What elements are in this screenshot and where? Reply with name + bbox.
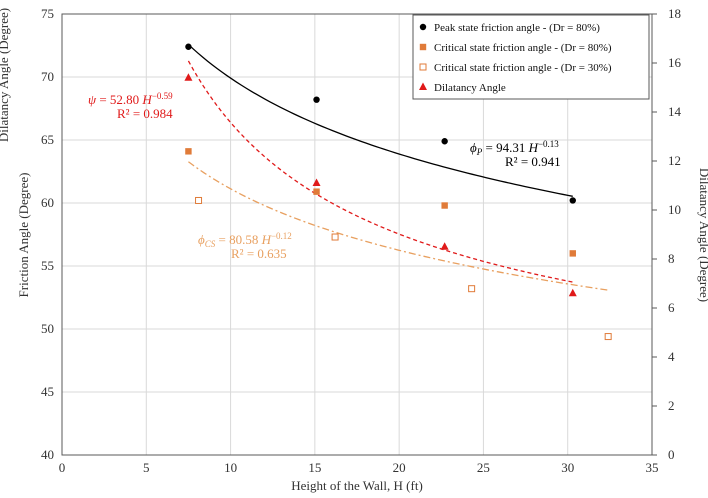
data-point <box>569 197 576 204</box>
legend: Peak state friction angle - (Dr = 80%) Cr… <box>412 14 650 100</box>
equation-symbol: ϕ <box>198 232 205 247</box>
legend-marker <box>419 43 427 51</box>
y-right-tick-label: 12 <box>668 153 681 168</box>
equation-coefficient: = 94.31 <box>482 140 528 155</box>
data-point <box>313 96 320 103</box>
equation-exponent: −0.59 <box>152 91 173 101</box>
y-left-tick-label: 75 <box>41 6 54 21</box>
data-point <box>569 250 576 257</box>
legend-marker <box>419 23 427 31</box>
data-point <box>604 333 612 341</box>
trend-line <box>188 161 609 291</box>
tick-labels: 0 5 10 15 20 25 30 35 40 45 50 55 60 65 70 75 0 2 4 6 8 10 12 1… <box>41 6 682 475</box>
y-left-tick-label: 40 <box>41 447 54 462</box>
y-left-tick-label: 65 <box>41 132 54 147</box>
y-left-tick-label: 50 <box>41 321 54 336</box>
fit-r-squared: R² = 0.984 <box>117 106 173 121</box>
y-axis-right-title: Dilatancy Angle (Degree) <box>697 168 708 302</box>
y-right-tick-label: 2 <box>668 398 675 413</box>
y-right-tick-label: 16 <box>668 55 682 70</box>
equation-variable: H <box>528 140 539 155</box>
equation-variable: H <box>261 232 272 247</box>
legend-marker <box>419 63 427 71</box>
data-point <box>331 233 339 241</box>
fit-equation: ϕP = 94.31 H−0.13 <box>470 139 559 157</box>
y-right-tick-label: 8 <box>668 251 675 266</box>
plot-frame <box>61 13 653 456</box>
y-axis-left-outer-title: Dilatancy Angle (Degree) <box>0 8 11 142</box>
x-tick-label: 35 <box>646 460 659 475</box>
data-point <box>184 73 193 81</box>
equation-subscript: P <box>476 147 483 157</box>
axis-titles: Height of the Wall, H (ft) Friction Angl… <box>0 8 708 493</box>
fit-r-squared: R² = 0.635 <box>231 246 287 261</box>
data-point <box>441 138 448 145</box>
fit-equation: ϕCS = 80.58 H−0.12 <box>198 231 292 249</box>
data-point <box>185 148 192 155</box>
equation-coefficient: = 52.80 <box>96 92 142 107</box>
y-left-tick-label: 45 <box>41 384 54 399</box>
legend-marker <box>419 82 427 90</box>
equation-coefficient: = 80.58 <box>215 232 261 247</box>
x-tick-label: 5 <box>143 460 150 475</box>
x-tick-label: 15 <box>308 460 321 475</box>
equation-exponent: −0.12 <box>271 231 292 241</box>
x-tick-label: 10 <box>224 460 237 475</box>
equation-symbol: ϕ <box>470 140 477 155</box>
x-tick-label: 30 <box>561 460 574 475</box>
fit-equation: ψ = 52.80 H−0.59 <box>88 91 173 107</box>
x-tick-label: 25 <box>477 460 490 475</box>
data-point <box>441 202 448 209</box>
equation-symbol: ψ <box>88 92 97 107</box>
x-tick-label: 20 <box>393 460 406 475</box>
y-right-tick-label: 10 <box>668 202 681 217</box>
data-point <box>195 196 203 204</box>
y-right-tick-label: 4 <box>668 349 675 364</box>
data-point <box>185 43 192 50</box>
y-right-tick-label: 18 <box>668 6 681 21</box>
legend-box <box>412 14 650 100</box>
data-point <box>312 178 321 187</box>
trend-line <box>187 60 573 283</box>
y-axis-left-title: Friction Angle (Degree) <box>16 173 31 298</box>
x-axis-title: Height of the Wall, H (ft) <box>291 478 423 493</box>
data-point <box>568 288 577 297</box>
data-point <box>440 242 449 250</box>
equation-variable: H <box>141 92 152 107</box>
legend-label: Critical state friction angle - (Dr = 80… <box>434 42 612 54</box>
trend-lines <box>187 44 609 291</box>
data-point <box>468 285 476 293</box>
fit-r-squared: R² = 0.941 <box>505 154 561 169</box>
data-points <box>184 43 612 341</box>
trend-line <box>187 44 573 197</box>
y-right-tick-label: 6 <box>668 300 675 315</box>
y-right-tick-label: 14 <box>668 104 682 119</box>
legend-label: Dilatancy Angle <box>434 82 506 94</box>
legend-label: Peak state friction angle - (Dr = 80%) <box>434 22 600 34</box>
y-left-tick-label: 55 <box>41 258 54 273</box>
y-left-tick-label: 60 <box>41 195 54 210</box>
x-tick-label: 0 <box>59 460 66 475</box>
data-point <box>313 188 320 195</box>
y-left-tick-label: 70 <box>41 69 54 84</box>
y-right-tick-label: 0 <box>668 447 675 462</box>
legend-label: Critical state friction angle - (Dr = 30… <box>434 62 612 74</box>
equation-subscript: CS <box>205 239 216 249</box>
equation-exponent: −0.13 <box>538 139 559 149</box>
